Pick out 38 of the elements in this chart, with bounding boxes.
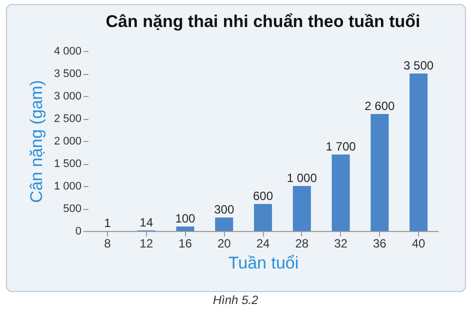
x-tick-label: 20 (217, 236, 232, 250)
y-tick-label: 3 500 (54, 68, 82, 80)
x-tick-label: 28 (295, 236, 309, 250)
bar (370, 114, 389, 231)
bar (254, 204, 272, 231)
bar (176, 226, 194, 231)
x-tick-label: 12 (140, 236, 154, 250)
bar (292, 186, 311, 231)
x-tick-label: 24 (256, 236, 270, 250)
y-tick-label: 2 000 (54, 136, 82, 148)
y-tick-label: 1 500 (54, 158, 82, 170)
x-axis-title: Tuần tuổi (228, 254, 299, 272)
y-tick-label: 0 (75, 226, 82, 238)
x-tick-label: 40 (412, 236, 426, 250)
text: Hình 5.2 (212, 293, 260, 307)
y-tick-label: 4 000 (54, 46, 82, 58)
data-label: 600 (252, 189, 274, 203)
y-tick-label: 3 000 (54, 90, 82, 102)
x-tick-label: 8 (104, 236, 112, 250)
y-tick-label: 500 (63, 203, 82, 215)
data-label: 300 (214, 202, 234, 216)
x-tick-label: 16 (178, 236, 192, 250)
data-label: 1 (104, 216, 112, 230)
y-tick-label: 2 500 (54, 113, 82, 125)
chart-title: Cân nặng thai nhi chuẩn theo tuần tuổi (106, 12, 420, 31)
x-tick-label: 32 (334, 236, 348, 250)
data-label: 1 000 (286, 171, 318, 185)
bar (332, 154, 350, 231)
data-label: 14 (140, 215, 154, 230)
bar (215, 218, 234, 231)
bar (410, 74, 428, 231)
data-label: 2 600 (364, 99, 396, 113)
y-axis-title: Cân nặng (gam) (26, 80, 46, 203)
data-label: 1 700 (326, 140, 356, 154)
y-tick-label: 1 000 (54, 180, 82, 192)
x-tick-label: 36 (372, 236, 387, 250)
data-label: 3 500 (404, 58, 434, 72)
data-label: 100 (175, 212, 196, 226)
